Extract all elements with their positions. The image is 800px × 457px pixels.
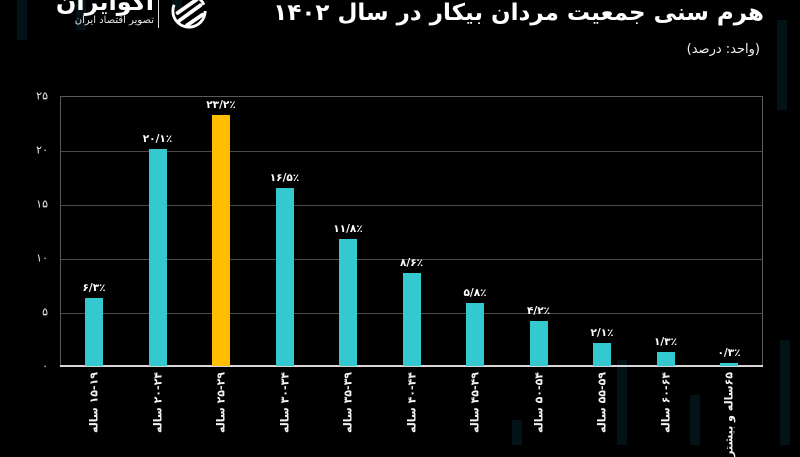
x-tick-label: ۶۰-۶۴ ساله [659, 372, 672, 434]
brand-logo: اکوایران تصویر اقتصاد ایران [28, 0, 218, 36]
bar-value-label: ۲/۱٪ [590, 327, 614, 340]
bar-60-64 [656, 351, 675, 366]
y-tick-label: ۱۵ [36, 197, 48, 211]
bar-value-label: ۲۰/۱٪ [142, 132, 173, 145]
logo-divider [158, 0, 159, 28]
y-tick-label: ۲۵ [36, 89, 48, 103]
background-stripe [617, 360, 627, 445]
x-tick-label: ۲۰-۲۴ ساله [151, 372, 164, 434]
gridline [61, 205, 762, 206]
x-tick-label: ۲۵-۲۹ ساله [214, 372, 228, 434]
background-stripe [17, 0, 27, 40]
bar-value-label: ۱۶/۵٪ [269, 171, 300, 184]
x-tick-label: ۴۵-۴۹ ساله [468, 372, 482, 434]
bar-30-34 [275, 187, 294, 366]
logo-sphere-icon [171, 0, 207, 29]
x-tick-label: ۶۵ساله و بیشتر [722, 372, 736, 457]
bar-value-label: ۲۳/۲٪ [206, 99, 236, 112]
x-tick-label: ۳۵-۳۹ ساله [341, 372, 355, 434]
background-stripe [690, 395, 700, 445]
x-tick-label: ۵۰-۵۴ ساله [532, 372, 545, 434]
background-stripe [780, 340, 790, 445]
bar-value-label: ۵/۸٪ [463, 287, 487, 300]
bar-value-label: ۶/۳٪ [82, 281, 106, 294]
background-stripe [512, 420, 522, 445]
y-tick-label: ۲۰ [36, 143, 48, 157]
bar-45-49 [466, 303, 484, 366]
x-tick-label: ۴۰-۴۴ ساله [405, 372, 418, 434]
y-tick-label: ۵ [42, 305, 48, 319]
x-axis-baseline [60, 365, 763, 367]
background-stripe [172, 0, 182, 12]
gridline [61, 259, 762, 260]
bar-55-59 [593, 343, 611, 366]
y-tick-label: ۱۰ [36, 251, 48, 265]
bar-15-19 [85, 297, 103, 366]
logo-name: اکوایران [55, 0, 154, 16]
bar-65+ [720, 362, 738, 366]
logo-tagline: تصویر اقتصاد ایران [74, 15, 154, 26]
bar-25-29 [212, 115, 230, 366]
bar-value-label: ۸/۶٪ [399, 257, 424, 270]
unit-label: (واحد: درصد) [686, 42, 760, 57]
bar-35-39 [339, 238, 357, 366]
x-tick-label: ۱۵-۱۹ ساله [87, 372, 101, 434]
x-tick-label: ۵۵-۵۹ ساله [595, 372, 609, 434]
bar-20-24 [148, 148, 167, 366]
chart-title: هرم سنی جمعیت مردان بیکار در سال ۱۴۰۲ [273, 0, 764, 26]
bar-value-label: ۱/۳٪ [653, 335, 678, 348]
bar-value-label: ۱۱/۸٪ [333, 222, 363, 235]
bar-50-54 [529, 320, 548, 366]
bar-40-44 [402, 273, 421, 366]
x-tick-label: ۳۰-۳۴ ساله [278, 372, 291, 434]
bar-value-label: ۰/۳٪ [717, 346, 741, 359]
background-stripe [777, 20, 787, 110]
y-tick-label: ۰ [42, 359, 48, 373]
bar-value-label: ۴/۲٪ [526, 304, 551, 317]
background-stripe [76, 0, 86, 30]
gridline [61, 151, 762, 152]
